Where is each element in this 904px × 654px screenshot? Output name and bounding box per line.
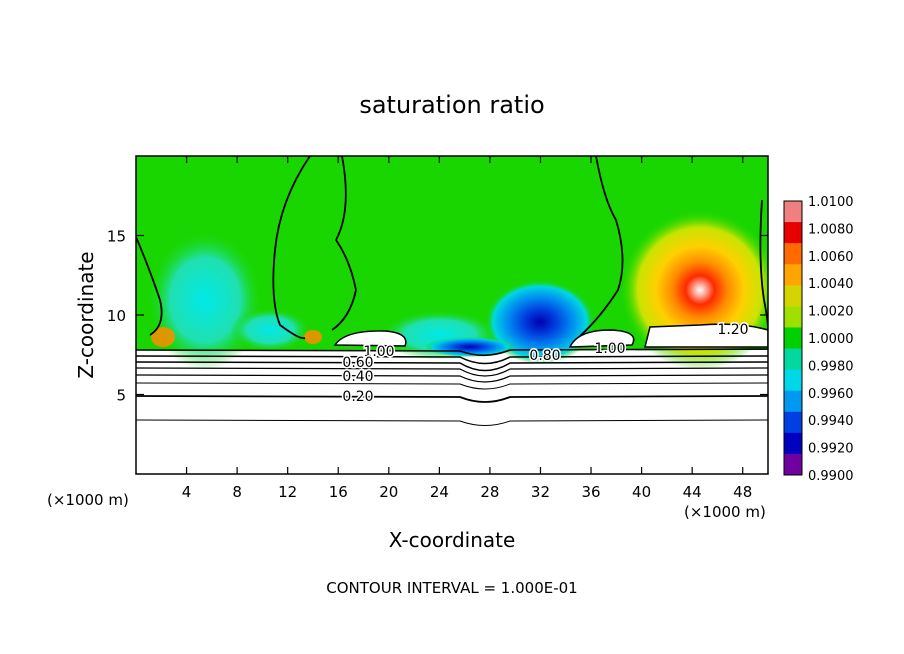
- plot-area: [136, 156, 768, 474]
- x-tick-label: 12: [278, 483, 297, 501]
- contour-label: 1.20: [717, 322, 748, 338]
- colorbar-swatch: [784, 327, 802, 350]
- contour-line-lower-1: [136, 348, 768, 357]
- y-tick-label: 10: [107, 307, 126, 325]
- chart-title: saturation ratio: [359, 91, 544, 119]
- colorbar-swatch: [784, 390, 802, 413]
- subsaturation-minimum: [485, 280, 595, 364]
- contour-label: 0.40: [342, 369, 373, 385]
- y-axis: 5 10 15: [107, 228, 768, 405]
- contour-interval-note: CONTOUR INTERVAL = 1.000E-01: [326, 579, 577, 597]
- contour-line-upper-3: [331, 156, 357, 331]
- colorbar-swatch: [784, 348, 802, 371]
- x-tick-label: 28: [480, 483, 499, 501]
- colorbar-swatch: [784, 222, 802, 244]
- cyan-region-west: [147, 230, 263, 370]
- x-tick-label: 36: [581, 483, 600, 501]
- x-axis-unit-right: (×1000 m): [684, 503, 766, 521]
- colorbar-swatch: [784, 369, 802, 392]
- contour-labels: 1.00 0.80 1.00 1.20 0.600.40 0.20: [341, 321, 750, 407]
- x-axis-label: X-coordinate: [389, 528, 516, 552]
- x-tick-label: 16: [329, 483, 348, 501]
- colorbar-swatch: [784, 411, 802, 434]
- contour-line-lower-4: [136, 367, 768, 377]
- x-tick-label: 32: [531, 483, 550, 501]
- orange-spot-mid: [304, 330, 322, 344]
- colorbar-tick-label: 1.0060: [808, 250, 854, 265]
- contour-label: 0.80: [529, 348, 560, 364]
- orange-spot-left: [151, 327, 175, 347]
- cloud-patch-3: [644, 323, 768, 348]
- colorbar-tick-label: 0.9940: [808, 414, 854, 429]
- colorbar-tick-label: 1.0100: [808, 195, 854, 210]
- contour-line-lower-6: [136, 382, 768, 390]
- contour-line-upper-2: [272, 156, 311, 340]
- contour-label: 1.00: [363, 344, 394, 360]
- contour-label: 0.60: [342, 355, 373, 371]
- cloud-patch-1: [333, 330, 407, 347]
- contour-label: 1.00: [594, 341, 625, 357]
- contour-line-lower-5: [136, 374, 768, 383]
- colorbar-tick-label: 0.9900: [808, 469, 854, 484]
- y-tick-label: 15: [107, 228, 126, 246]
- y-tick-label: 5: [116, 387, 126, 405]
- colorbar-tick-label: 1.0020: [808, 305, 854, 320]
- colorbar-tick-label: 1.0080: [808, 222, 854, 237]
- colorbar-swatch: [784, 306, 802, 328]
- y-axis-label: Z-coordinate: [74, 251, 98, 378]
- colorbar-swatch: [784, 432, 802, 455]
- colorbar-tick-label: 1.0000: [808, 332, 854, 347]
- colorbar-tick-label: 1.0040: [808, 277, 854, 292]
- colorbar-swatch: [784, 285, 802, 307]
- colorbar-swatch: [784, 264, 802, 286]
- contour-line-lower-8: [136, 419, 768, 426]
- contour-line-lower-2: [136, 355, 768, 365]
- contour-line-upper-1: [136, 236, 163, 336]
- x-axis: 4 8 12 16 20 24 28 32 36 40 44 48: [182, 156, 752, 501]
- x-tick-label: 44: [683, 483, 702, 501]
- cloud-patch-2: [568, 329, 635, 348]
- colorbar: 1.0100 1.0080 1.0060 1.0040 1.0020 1.0000 0.99…: [783, 195, 854, 484]
- x-tick-label: 20: [379, 483, 398, 501]
- colorbar-frame: [783, 200, 803, 476]
- x-tick-label: 24: [430, 483, 449, 501]
- x-axis-unit-left: (×1000 m): [47, 491, 129, 509]
- contour-label: 0.20: [342, 389, 373, 405]
- colorbar-tick-label: 0.9980: [808, 359, 854, 374]
- contour-line-upper-4: [579, 156, 624, 337]
- x-tick-label: 40: [632, 483, 651, 501]
- cyan-region-mid: [230, 308, 310, 352]
- contour-line-lower-7: [136, 395, 768, 403]
- contour-line-lower-3: [136, 361, 768, 372]
- colorbar-swatch: [784, 243, 802, 265]
- colorbar-tick-label: 0.9960: [808, 387, 854, 402]
- field-lower: [136, 350, 768, 474]
- x-tick-label: 48: [733, 483, 752, 501]
- colorbar-tick-label: 0.9920: [808, 442, 854, 457]
- x-tick-label: 8: [232, 483, 242, 501]
- colorbar-swatch: [784, 453, 802, 476]
- subsaturation-band: [425, 337, 515, 357]
- x-tick-label: 4: [182, 483, 192, 501]
- colorbar-swatch: [784, 201, 802, 223]
